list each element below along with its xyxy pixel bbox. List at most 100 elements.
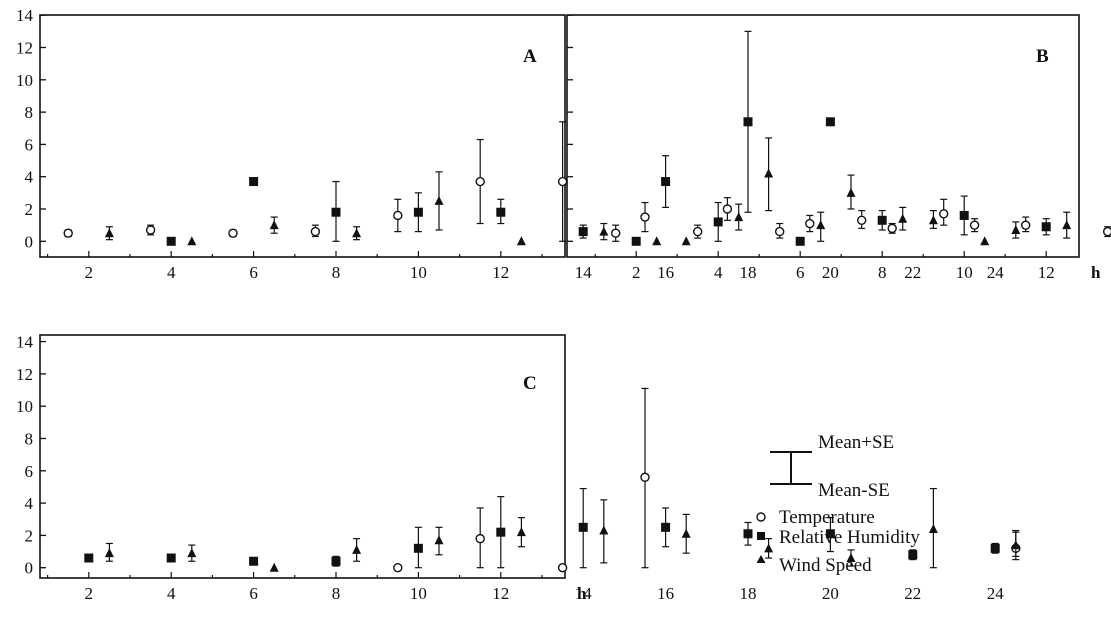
data-point [969,218,980,233]
data-point [661,155,671,208]
humidity-marker [959,210,969,220]
data-point [805,214,815,233]
wind-marker [1062,220,1072,230]
data-point [434,526,444,556]
data-point [713,201,723,242]
x-tick-label: 2 [85,584,94,603]
wind-marker [187,548,197,558]
y-tick-label: 8 [25,103,34,122]
data-point [331,555,341,567]
temperature-marker [775,226,785,237]
data-point [310,224,321,238]
humidity-marker [908,550,918,560]
y-tick-label: 6 [25,135,34,154]
x-tick-label: 4 [167,584,176,603]
humidity-marker [166,553,176,563]
data-point [249,177,259,187]
humidity-marker [877,215,887,225]
wind-marker [652,236,662,246]
x-tick-label: 10 [956,263,973,282]
data-point [877,210,887,231]
y-tick-label: 0 [25,232,34,251]
x-tick-label: 22 [904,584,921,603]
plot-frame [39,14,566,258]
data-point [434,171,444,231]
temperature-marker [640,472,650,482]
temperature-marker [939,209,949,219]
legend-wind-speed: Wind Speed [779,555,872,576]
data-point [1020,216,1031,233]
data-point [166,553,176,563]
humidity-marker [661,177,671,187]
humidity-marker [413,207,423,217]
temperature-marker [393,210,403,221]
y-tick-label: 12 [16,39,33,58]
wind-marker [764,168,774,178]
temperature-marker [857,215,867,226]
x-tick-label: 20 [822,263,839,282]
legend-mean-plus-se: Mean+SE [818,432,894,453]
data-point [496,198,506,225]
y-tick-label: 12 [16,365,33,384]
data-point [764,538,774,559]
data-point [743,30,753,213]
humidity-marker [825,117,835,127]
x-tick-label: 6 [249,263,258,282]
humidity-marker [331,207,341,217]
x-tick-label: 8 [878,263,887,282]
data-point [846,549,856,567]
data-point [104,226,114,241]
wind-marker [434,195,444,205]
temperature-marker [1103,226,1111,237]
series-wind-speed [104,137,1021,246]
data-point [722,197,733,221]
series-temperature [611,198,1111,242]
y-tick-label: 8 [25,430,34,449]
x-tick-label: 6 [796,263,805,282]
temperature-marker [557,563,568,573]
data-point [413,192,423,233]
humidity-marker [990,543,1000,553]
y-tick-label: 6 [25,462,34,481]
plot-frame [566,14,1080,258]
data-point [249,556,259,566]
data-point [1103,226,1111,238]
legend-temperature-marker-icon [756,512,766,522]
series-temperature [63,121,980,242]
x-tick-label: 10 [410,263,427,282]
data-point [557,121,568,242]
temperature-marker [145,225,156,235]
legend: Mean+SE Mean-SE Temperature Relative Hum… [756,432,920,576]
data-point [908,549,918,561]
humidity-marker [795,236,805,246]
data-point [1041,218,1051,236]
legend-relative-humidity: Relative Humidity [779,527,920,548]
data-point [352,226,362,241]
humidity-marker [84,553,94,563]
humidity-marker [1041,222,1051,232]
data-point [939,198,949,226]
data-point [980,236,990,246]
y-tick-label: 2 [25,526,34,545]
plot-frame [39,334,566,579]
x-tick-label: 4 [714,263,723,282]
temperature-marker [693,226,703,237]
x-tick-label: 20 [822,584,839,603]
x-tick-label: 2 [85,263,94,282]
data-point [331,180,341,242]
temperature-marker [310,226,321,237]
x-tick-label: 16 [657,263,674,282]
humidity-marker [166,236,176,246]
wind-marker [928,523,938,533]
humidity-marker [249,556,259,566]
x-tick-label: 8 [332,263,341,282]
wind-marker [516,527,526,537]
wind-marker [1011,540,1021,550]
data-point [734,203,744,231]
data-point [681,236,691,246]
x-tick-label: 14 [575,263,593,282]
wind-marker [269,562,279,572]
data-point [1062,211,1072,239]
data-point [611,224,621,242]
x-tick-label: 18 [740,263,757,282]
